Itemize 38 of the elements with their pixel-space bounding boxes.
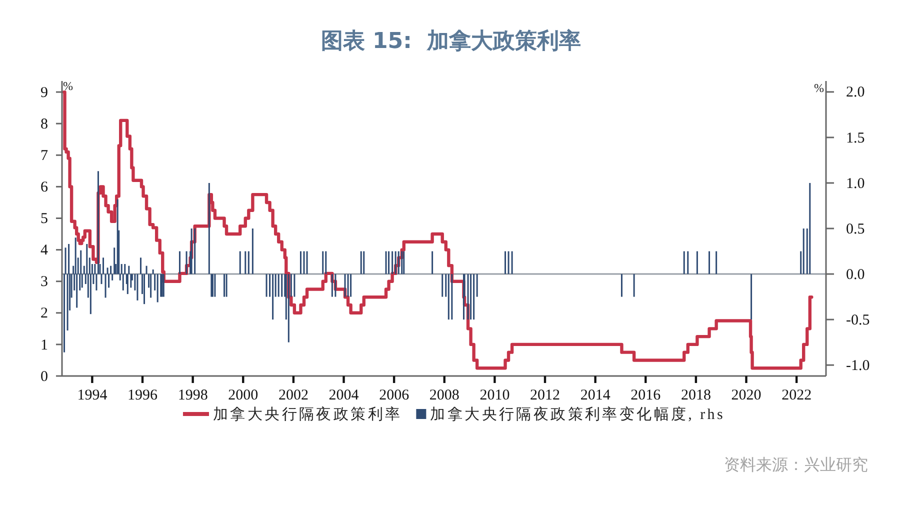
x-tick-label: 2020 <box>731 388 762 404</box>
x-tick-label: 2022 <box>782 388 812 404</box>
y-tick-label: 4 <box>40 242 48 259</box>
x-tick-label: 2000 <box>228 388 258 404</box>
y2-axis-title: % <box>814 81 824 95</box>
y2-tick-label: -0.5 <box>846 312 870 328</box>
y-tick-label: 8 <box>40 116 48 132</box>
x-tick-label: 2006 <box>379 388 410 404</box>
x-tick-label: 1998 <box>178 388 208 404</box>
y-tick-label: 2 <box>40 306 48 322</box>
y-tick-label: 3 <box>40 274 48 290</box>
legend-label: 加拿大央行隔夜政策利率 <box>212 406 402 423</box>
y2-tick-label: 0.0 <box>846 266 865 283</box>
x-tick-label: 2016 <box>630 388 662 404</box>
y-tick-label: 6 <box>40 179 48 196</box>
x-tick-label: 2004 <box>328 388 360 404</box>
x-tick-label: 2014 <box>580 388 611 404</box>
y2-tick-label: 1.0 <box>846 176 865 192</box>
x-tick-label: 1994 <box>77 388 108 404</box>
y-axis-title: % <box>63 79 73 93</box>
y-tick-label: 9 <box>40 84 48 101</box>
x-tick-label: 2018 <box>680 388 711 404</box>
y-tick-label: 0 <box>40 368 48 385</box>
legend-label: 加拿大央行隔夜政策利率变化幅度, rhs <box>430 406 726 423</box>
y2-tick-label: -1.0 <box>846 358 870 374</box>
y2-tick-label: 0.5 <box>846 221 865 238</box>
y-tick-label: 7 <box>40 148 48 164</box>
y-tick-label: 5 <box>40 211 48 228</box>
text: 资料来源：兴业研究 <box>724 455 868 474</box>
x-tick-label: 2008 <box>429 388 460 404</box>
x-tick-label: 2010 <box>480 388 510 404</box>
y2-tick-label: 1.5 <box>846 130 865 146</box>
x-tick-label: 2002 <box>278 388 308 404</box>
x-tick-label: 2012 <box>530 388 560 404</box>
chart-title: 图表 15: 加拿大政策利率 <box>320 28 582 54</box>
y2-tick-label: 2.0 <box>846 84 865 101</box>
x-tick-label: 1996 <box>128 388 158 404</box>
y-tick-label: 1 <box>40 337 48 354</box>
